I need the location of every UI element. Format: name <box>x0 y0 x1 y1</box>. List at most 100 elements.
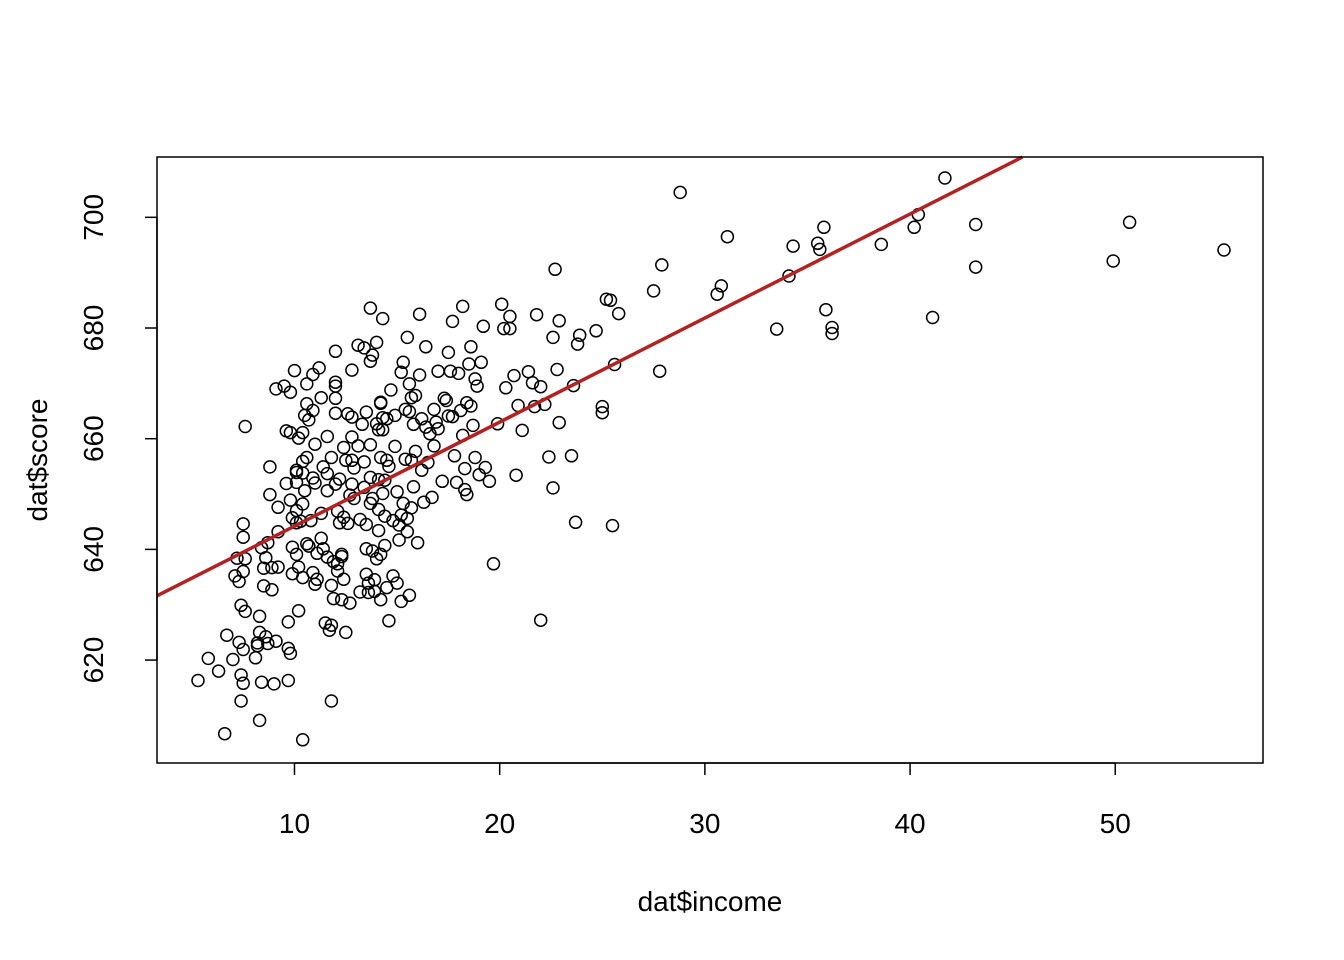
data-point <box>345 363 359 377</box>
data-point <box>646 284 661 298</box>
x-tick-label: 10 <box>279 808 310 839</box>
data-point <box>345 430 359 444</box>
data-point <box>655 258 669 272</box>
data-point <box>238 419 252 434</box>
data-point <box>371 523 386 538</box>
data-point <box>363 438 378 452</box>
data-point <box>938 171 952 185</box>
data-point <box>455 299 470 314</box>
data-point <box>605 518 620 533</box>
data-point <box>825 320 839 335</box>
data-point <box>552 415 566 430</box>
data-point <box>402 404 417 419</box>
data-point <box>324 578 339 593</box>
data-point <box>328 406 343 420</box>
data-point <box>281 615 296 629</box>
data-point <box>603 293 618 308</box>
data-point <box>234 694 248 708</box>
data-point <box>295 733 310 747</box>
data-point <box>308 476 322 490</box>
x-axis: 10 20 30 40 50 <box>279 762 1131 839</box>
data-point <box>710 287 724 301</box>
data-point <box>318 616 333 630</box>
data-point <box>289 547 304 562</box>
data-point <box>542 450 556 464</box>
data-point <box>439 393 454 408</box>
data-point <box>431 364 445 378</box>
data-point <box>297 483 312 498</box>
data-point <box>782 269 796 283</box>
data-point <box>295 497 310 511</box>
data-point <box>874 237 889 252</box>
data-point <box>271 500 285 515</box>
points-layer <box>191 171 1231 747</box>
data-point <box>269 634 283 648</box>
data-point <box>320 429 335 444</box>
data-point <box>259 550 273 565</box>
data-point <box>474 355 488 370</box>
data-point <box>345 477 359 491</box>
y-axis-label: dat$score <box>22 399 53 522</box>
data-point <box>494 297 509 311</box>
data-point <box>265 583 279 597</box>
data-point <box>363 354 378 368</box>
x-axis-label: dat$income <box>638 886 783 917</box>
data-point <box>813 242 827 257</box>
x-tick-label: 50 <box>1100 808 1131 839</box>
data-point <box>394 365 408 380</box>
data-point <box>468 450 482 465</box>
data-point <box>468 372 482 386</box>
data-point <box>373 547 388 562</box>
data-point <box>548 262 562 277</box>
data-point <box>408 388 423 403</box>
regression-line <box>156 155 1024 598</box>
data-point <box>819 302 833 317</box>
data-point <box>359 567 374 582</box>
data-point <box>408 444 423 459</box>
data-point <box>507 368 521 383</box>
data-point <box>464 340 478 354</box>
data-point <box>265 560 279 575</box>
data-point <box>509 468 523 482</box>
data-point <box>419 340 433 354</box>
data-point <box>256 579 271 593</box>
data-point <box>328 344 343 359</box>
data-point <box>470 379 484 393</box>
data-point <box>300 537 314 551</box>
data-point <box>466 418 480 433</box>
data-point <box>394 594 408 609</box>
data-point <box>236 564 250 579</box>
data-point <box>458 461 472 476</box>
data-point <box>414 463 429 477</box>
data-point <box>392 518 406 532</box>
data-point <box>652 364 667 378</box>
y-tick-label: 640 <box>78 526 109 573</box>
data-point <box>285 540 300 554</box>
data-point <box>478 460 493 475</box>
data-point <box>404 501 419 515</box>
data-point <box>351 338 365 352</box>
data-point <box>414 412 429 426</box>
data-point <box>412 368 427 382</box>
y-axis: 620 640 660 680 700 <box>78 194 158 683</box>
data-point <box>357 455 371 469</box>
data-point <box>503 321 517 336</box>
data-point <box>817 220 831 235</box>
data-point <box>907 220 921 235</box>
data-point <box>607 357 622 372</box>
data-point <box>1217 243 1231 257</box>
data-point <box>341 407 355 421</box>
data-point <box>369 552 384 566</box>
y-tick-label: 700 <box>78 194 109 241</box>
data-point <box>281 673 296 688</box>
data-point <box>546 330 560 345</box>
data-point <box>497 321 511 336</box>
data-point <box>464 399 478 413</box>
data-point <box>398 452 413 466</box>
data-point <box>232 635 246 650</box>
data-point <box>365 544 380 558</box>
data-point <box>271 560 285 574</box>
data-point <box>353 585 367 599</box>
data-point <box>515 423 529 438</box>
data-point <box>402 377 417 391</box>
